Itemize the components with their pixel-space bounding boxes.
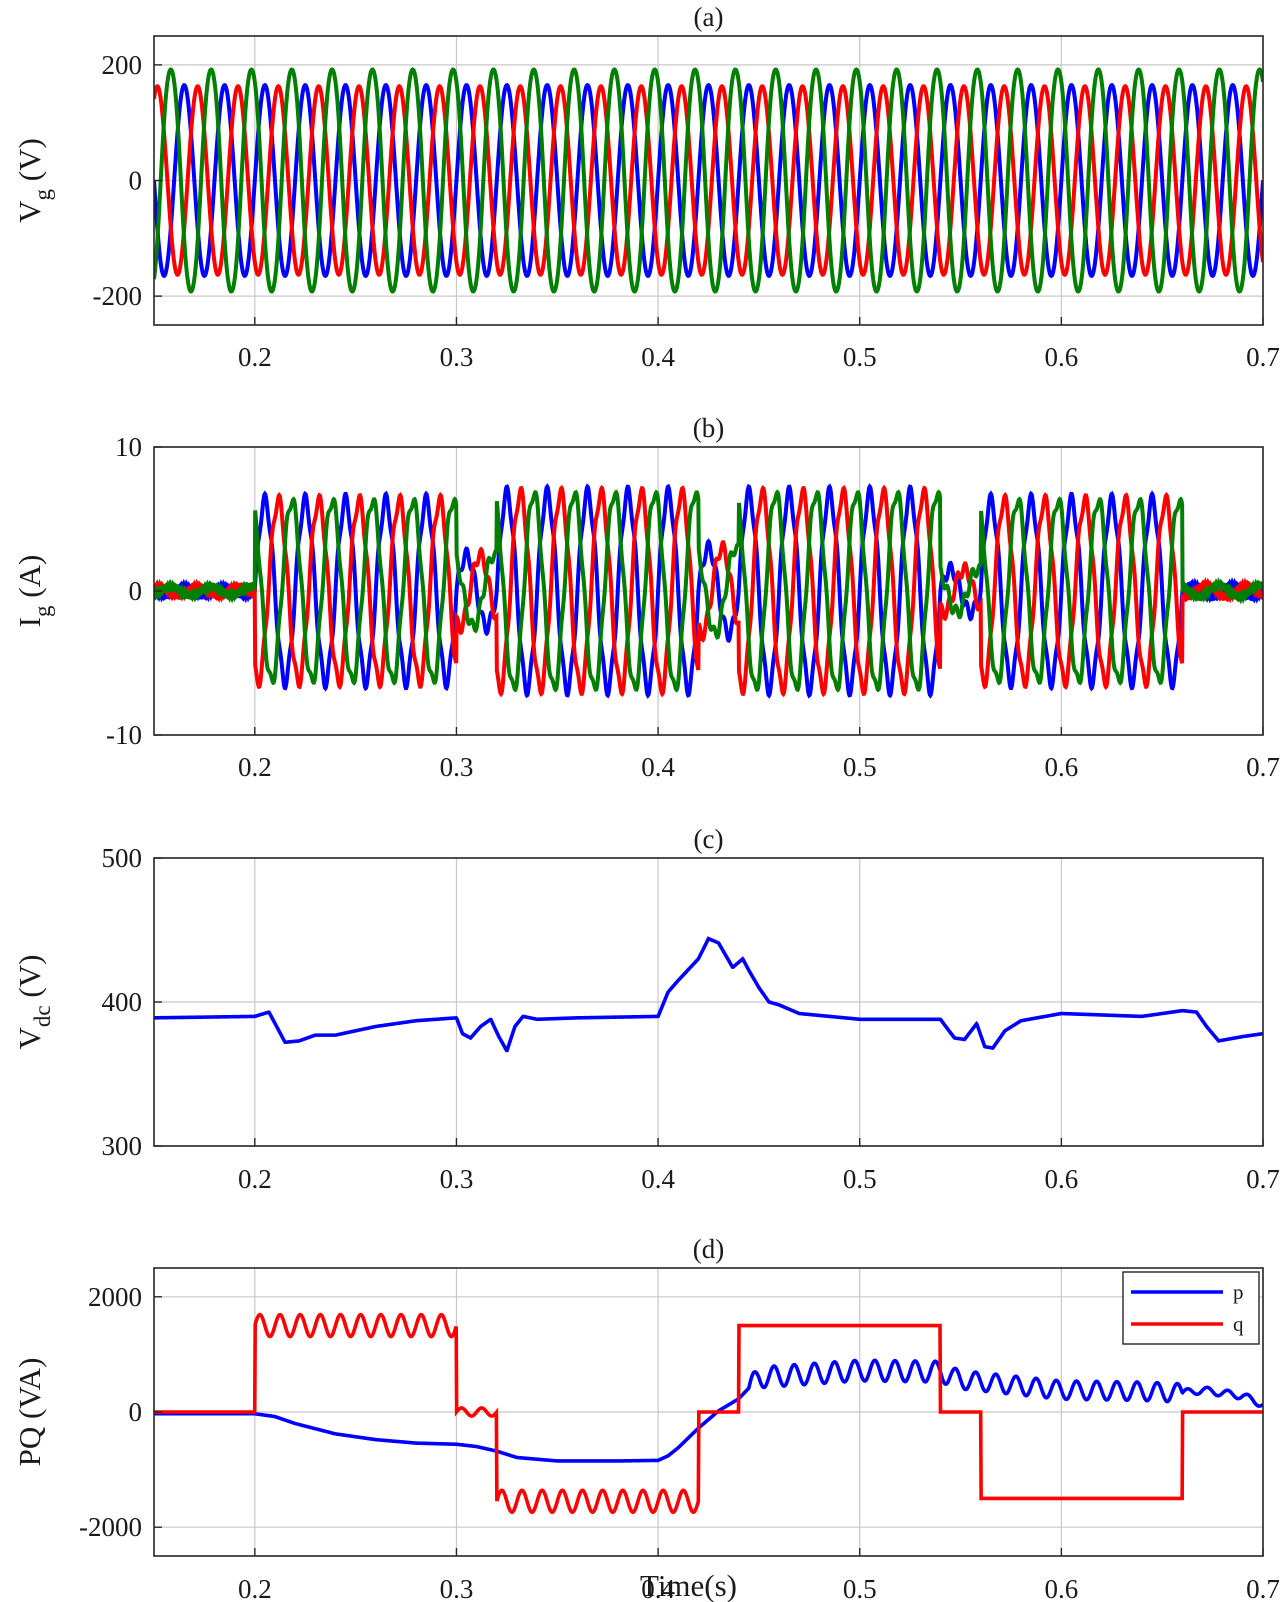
traces xyxy=(154,483,1263,699)
y-axis-label: Vg (V) xyxy=(12,138,55,223)
y-tick-label: 0 xyxy=(129,1397,143,1427)
x-tick-label: 0.3 xyxy=(440,1164,474,1194)
y-tick-label: 300 xyxy=(102,1131,143,1161)
panel-d: 0.2 0.3 0.4 0.5 0.6 0.7 -2000 0 2000 (d) PQ (VA) Ti… xyxy=(12,1234,1280,1602)
x-tick-label: 0.2 xyxy=(238,752,272,782)
y-tick-label: -10 xyxy=(106,720,142,750)
legend-box xyxy=(1122,1271,1260,1345)
x-tick-label: 0.5 xyxy=(843,342,877,372)
x-tick-label: 0.4 xyxy=(641,342,675,372)
y-tick-label: 200 xyxy=(102,50,143,80)
x-tick-label: 0.5 xyxy=(843,752,877,782)
y-tick-label: 10 xyxy=(115,432,142,462)
panel-title: (c) xyxy=(694,824,724,854)
series-line-q xyxy=(154,1312,1263,1515)
series-line-p xyxy=(154,1358,1263,1463)
series-line-phase-c xyxy=(154,67,1263,294)
x-tick-label: 0.7 xyxy=(1246,752,1280,782)
x-tick-label: 0.3 xyxy=(440,342,474,372)
panel-title: (b) xyxy=(693,413,724,443)
panel-a: 0.2 0.3 0.4 0.5 0.6 0.7 -200 0 200 (a) Vg (V) xyxy=(12,2,1280,372)
y-tick-label: 2000 xyxy=(88,1282,142,1312)
panel-c: 0.2 0.3 0.4 0.5 0.6 0.7 300 400 500 (c) Vdc (V) xyxy=(12,824,1280,1194)
traces xyxy=(154,936,1263,1053)
x-tick-label: 0.3 xyxy=(440,752,474,782)
panel-title: (d) xyxy=(693,1234,724,1264)
y-axis-label: Vdc (V) xyxy=(12,955,55,1050)
x-tick-label: 0.7 xyxy=(1246,1574,1280,1602)
x-tick-label: 0.6 xyxy=(1044,752,1078,782)
traces xyxy=(154,67,1263,294)
y-tick-label: 0 xyxy=(129,166,143,196)
x-tick-label: 0.7 xyxy=(1246,342,1280,372)
y-axis-label: Ig (A) xyxy=(12,555,55,628)
y-tick-label: 400 xyxy=(102,987,143,1017)
legend-label-p: p xyxy=(1233,1280,1244,1304)
y-tick-label: -2000 xyxy=(79,1512,142,1542)
traces xyxy=(154,1312,1263,1515)
x-tick-label: 0.5 xyxy=(843,1164,877,1194)
y-axis-label: PQ (VA) xyxy=(12,1358,47,1467)
x-tick-label: 0.2 xyxy=(238,1574,272,1602)
current-phase-3 xyxy=(154,489,1263,693)
panel-title: (a) xyxy=(694,2,724,32)
x-tick-label: 0.6 xyxy=(1044,1164,1078,1194)
x-axis-label: Time(s) xyxy=(640,1568,737,1602)
x-tick-label: 0.7 xyxy=(1246,1164,1280,1194)
x-tick-label: 0.4 xyxy=(641,1574,675,1602)
x-tick-label: 0.6 xyxy=(1044,1574,1078,1602)
x-tick-label: 0.3 xyxy=(440,1574,474,1602)
series-line-Vdc xyxy=(154,936,1263,1053)
panel-b: 0.2 0.3 0.4 0.5 0.6 0.7 -10 0 10 (b) Ig (A) xyxy=(12,413,1280,782)
y-tick-label: -200 xyxy=(93,281,143,311)
legend: pq xyxy=(1122,1271,1260,1345)
legend-label-q: q xyxy=(1233,1312,1244,1336)
x-tick-label: 0.4 xyxy=(641,752,675,782)
x-tick-label: 0.2 xyxy=(238,1164,272,1194)
x-tick-label: 0.6 xyxy=(1044,342,1078,372)
y-tick-label: 0 xyxy=(129,576,143,606)
x-tick-label: 0.4 xyxy=(641,1164,675,1194)
x-tick-label: 0.5 xyxy=(843,1574,877,1602)
y-tick-label: 500 xyxy=(102,843,143,873)
x-tick-label: 0.2 xyxy=(238,342,272,372)
